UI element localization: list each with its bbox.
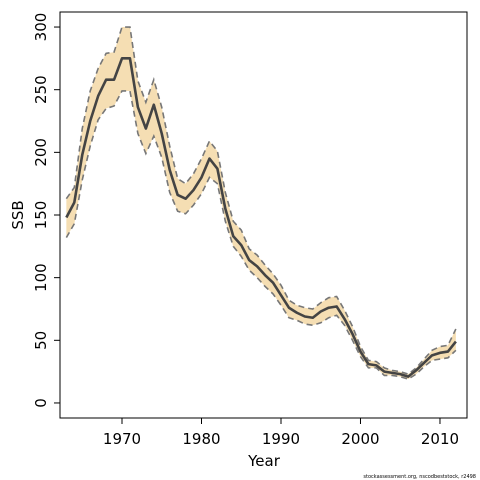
y-tick-label: 50 xyxy=(32,331,50,350)
x-tick-label: 2000 xyxy=(341,430,379,448)
plot-frame xyxy=(59,11,468,419)
x-tick-label: 1970 xyxy=(103,430,141,448)
upper-bound-line xyxy=(65,26,457,376)
source-footnote: stockassessment.org, nscodbeststock, r24… xyxy=(363,474,476,480)
y-tick-label: 150 xyxy=(32,201,50,230)
x-axis-title: Year xyxy=(247,452,281,470)
x-tick-label: 1980 xyxy=(182,430,220,448)
x-tick-label: 1990 xyxy=(262,430,300,448)
y-tick-label: 300 xyxy=(32,13,50,42)
x-tick-label: 2010 xyxy=(421,430,459,448)
confidence-band xyxy=(66,27,456,380)
series-line-layer xyxy=(65,57,457,378)
y-tick-label: 100 xyxy=(32,263,50,292)
ssb-line xyxy=(65,57,457,378)
y-tick-label: 250 xyxy=(32,75,50,104)
y-axis-title: SSB xyxy=(9,200,27,229)
axes-layer: 1970 1980 1990 2000 2010 0 50 100 150 200 250 300 xyxy=(32,13,459,448)
y-tick-label: 0 xyxy=(32,398,50,408)
y-tick-label: 200 xyxy=(32,138,50,167)
lower-bound-line xyxy=(65,90,457,381)
confidence-band-layer xyxy=(65,26,457,381)
